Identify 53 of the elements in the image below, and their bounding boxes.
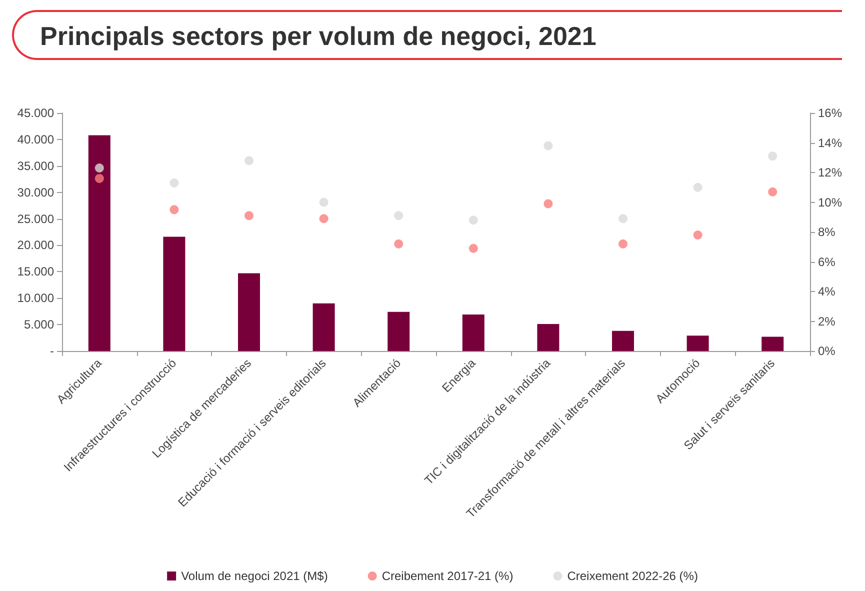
legend-label: Creixement 2022-26 (%): [567, 569, 698, 583]
y-tick-label: 45.000: [17, 106, 54, 120]
y-tick-label: 5.000: [24, 318, 54, 332]
point: [468, 244, 478, 253]
y2-tick-label: 6%: [818, 254, 836, 269]
bar: [238, 273, 260, 351]
y2-tick-label: 12%: [818, 166, 842, 180]
bar: [312, 303, 335, 351]
bar: [462, 314, 484, 351]
point: [693, 230, 702, 240]
chart-title: Principals sectors per volum de negoci, 2021: [12, 10, 842, 60]
point: [618, 214, 628, 224]
y2-tick-label: 16%: [818, 106, 842, 120]
bar: [686, 336, 709, 351]
point: [94, 164, 104, 173]
point: [170, 205, 179, 214]
bar: [537, 324, 560, 351]
point: [394, 239, 404, 248]
y2-tick-label: 14%: [818, 136, 842, 150]
y-tick-label: 30.000: [17, 185, 54, 200]
y2-tick-label: 8%: [818, 225, 836, 239]
bar: [163, 236, 186, 351]
y-tick-label: -: [50, 344, 54, 358]
point: [170, 178, 179, 188]
bar: [388, 312, 410, 351]
point: [319, 198, 328, 207]
point: [94, 174, 104, 183]
y2-tick-label: 0%: [818, 344, 836, 358]
point: [394, 211, 404, 220]
y-tick-label: 15.000: [17, 264, 54, 279]
y-tick-label: 10.000: [17, 291, 54, 306]
y-tick-label: 40.000: [17, 132, 54, 146]
point: [768, 187, 778, 196]
y2-tick-label: 4%: [818, 284, 836, 298]
bar: [762, 336, 784, 351]
point: [618, 239, 628, 248]
bar: [88, 135, 110, 351]
point: [544, 141, 553, 150]
y-tick-label: 25.000: [17, 212, 54, 226]
y2-tick-label: 2%: [818, 314, 836, 328]
y-tick-label: 35.000: [17, 158, 54, 173]
point: [319, 214, 328, 224]
legend-label: Creibement 2017-21 (%): [382, 569, 514, 583]
point: [244, 211, 254, 220]
point: [468, 216, 478, 225]
point: [244, 156, 254, 166]
point: [768, 152, 778, 161]
y-tick-label: 20.000: [17, 238, 54, 252]
bar: [612, 330, 634, 351]
legend-label: Volum de negoci 2021 (M$): [181, 569, 328, 583]
point: [693, 182, 702, 192]
point: [544, 199, 553, 208]
y2-tick-label: 10%: [818, 195, 842, 210]
